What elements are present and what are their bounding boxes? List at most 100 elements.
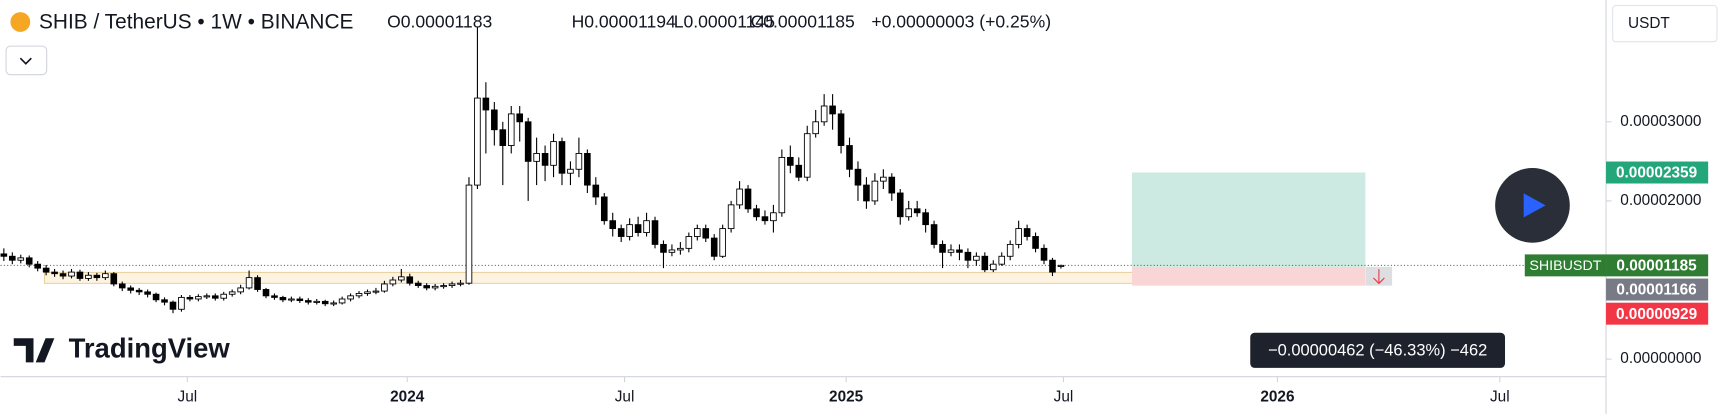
candle-body <box>524 121 532 162</box>
candle-body <box>85 274 92 279</box>
candle-body <box>753 208 760 218</box>
price-tag-label: 0.00002359 <box>1616 165 1697 182</box>
candle-body <box>59 273 67 277</box>
candle-body <box>896 192 904 218</box>
candle-body <box>474 97 481 186</box>
chevron <box>19 57 32 65</box>
candle-body <box>499 129 507 146</box>
candle-body <box>338 298 346 304</box>
logo-mark <box>13 338 55 363</box>
candle-body <box>744 188 752 210</box>
candle-body <box>321 300 329 305</box>
candle-body <box>719 228 726 257</box>
candle-body <box>330 302 337 305</box>
candle-body <box>245 277 253 289</box>
candle-body <box>964 251 972 261</box>
candle-body <box>930 224 938 245</box>
currency-button[interactable] <box>1612 4 1718 43</box>
y-tick-label: 0.00003000 <box>1620 113 1701 130</box>
measure-label: −0.00000462 (−46.33%) −462 <box>1268 342 1487 360</box>
collapse-button[interactable] <box>5 45 48 76</box>
candle-body <box>93 274 101 279</box>
candle-body <box>846 145 853 170</box>
candle-body <box>592 184 600 198</box>
candle-body <box>1040 247 1048 261</box>
candle-body <box>787 156 794 166</box>
logo: TradingView <box>69 333 231 364</box>
candle-body <box>491 109 498 131</box>
candle-body <box>254 277 261 290</box>
candle-body <box>68 271 75 277</box>
candle-body <box>989 263 997 271</box>
candle-body <box>127 287 134 291</box>
candle-body <box>381 283 388 292</box>
y-tick-label: 0.00000000 <box>1620 350 1701 367</box>
candle-body <box>364 291 371 294</box>
candle-body <box>414 282 422 286</box>
play-icon <box>1523 193 1546 218</box>
candle-body <box>372 290 380 293</box>
candle-body <box>812 121 819 135</box>
candle-body <box>186 296 194 300</box>
ohlc-close: C0.00001185 <box>751 12 855 32</box>
candle-body <box>939 243 946 253</box>
candle-body <box>448 283 456 286</box>
symbol-icon <box>10 12 31 32</box>
candle-body <box>1006 243 1014 257</box>
candle-body <box>617 228 625 237</box>
candle-body <box>398 276 405 281</box>
price-tag <box>1606 302 1709 325</box>
candle-body <box>677 247 684 251</box>
candle-body <box>389 279 397 285</box>
ohlc-low: L0.00001145 <box>674 12 775 32</box>
candle-body <box>567 168 574 174</box>
candle-body <box>279 296 287 301</box>
candle-body <box>913 208 921 214</box>
candle-body <box>1032 236 1039 249</box>
candle-body <box>110 273 118 285</box>
candle-body <box>34 263 41 269</box>
candle-body <box>973 255 980 261</box>
candle-body <box>803 133 811 178</box>
candle-body <box>482 97 490 111</box>
candle-body <box>228 291 236 295</box>
candle-body <box>1049 259 1056 273</box>
candle-body <box>770 212 777 222</box>
candle-body <box>25 257 33 265</box>
candle-body <box>102 273 109 279</box>
candle-body <box>685 236 693 249</box>
candle-body <box>609 220 617 230</box>
y-tick-label: 0.00002000 <box>1620 192 1701 209</box>
measure-label-box <box>1250 332 1506 368</box>
candle-body <box>643 220 650 233</box>
candle-body <box>533 153 540 162</box>
plot <box>0 26 1607 314</box>
x-tick-label: 2026 <box>1260 389 1294 406</box>
candle-body <box>347 295 354 300</box>
candle-body <box>761 216 769 222</box>
candle-body <box>465 184 473 284</box>
candle-body <box>144 291 151 295</box>
candle-body <box>584 153 591 186</box>
candle-body <box>888 176 896 194</box>
candle-body <box>668 249 676 253</box>
candle-body <box>575 153 583 170</box>
candle-body <box>854 168 862 186</box>
candle-body <box>651 220 659 245</box>
ohlc-change: +0.00000003 (+0.25%) <box>871 12 1051 32</box>
candle-body <box>871 180 879 202</box>
candle-body <box>42 267 50 273</box>
candle-body <box>837 113 845 146</box>
candle-body <box>1057 264 1065 267</box>
candle-body <box>51 271 58 275</box>
candle-body <box>829 105 836 115</box>
candle-body <box>135 289 143 293</box>
candle-body <box>795 164 803 178</box>
candle-body <box>634 224 642 233</box>
candle-body <box>457 282 464 285</box>
candle-body <box>440 285 447 288</box>
candle-body <box>178 296 185 310</box>
candle-body <box>211 295 219 299</box>
candle-body <box>118 283 126 289</box>
